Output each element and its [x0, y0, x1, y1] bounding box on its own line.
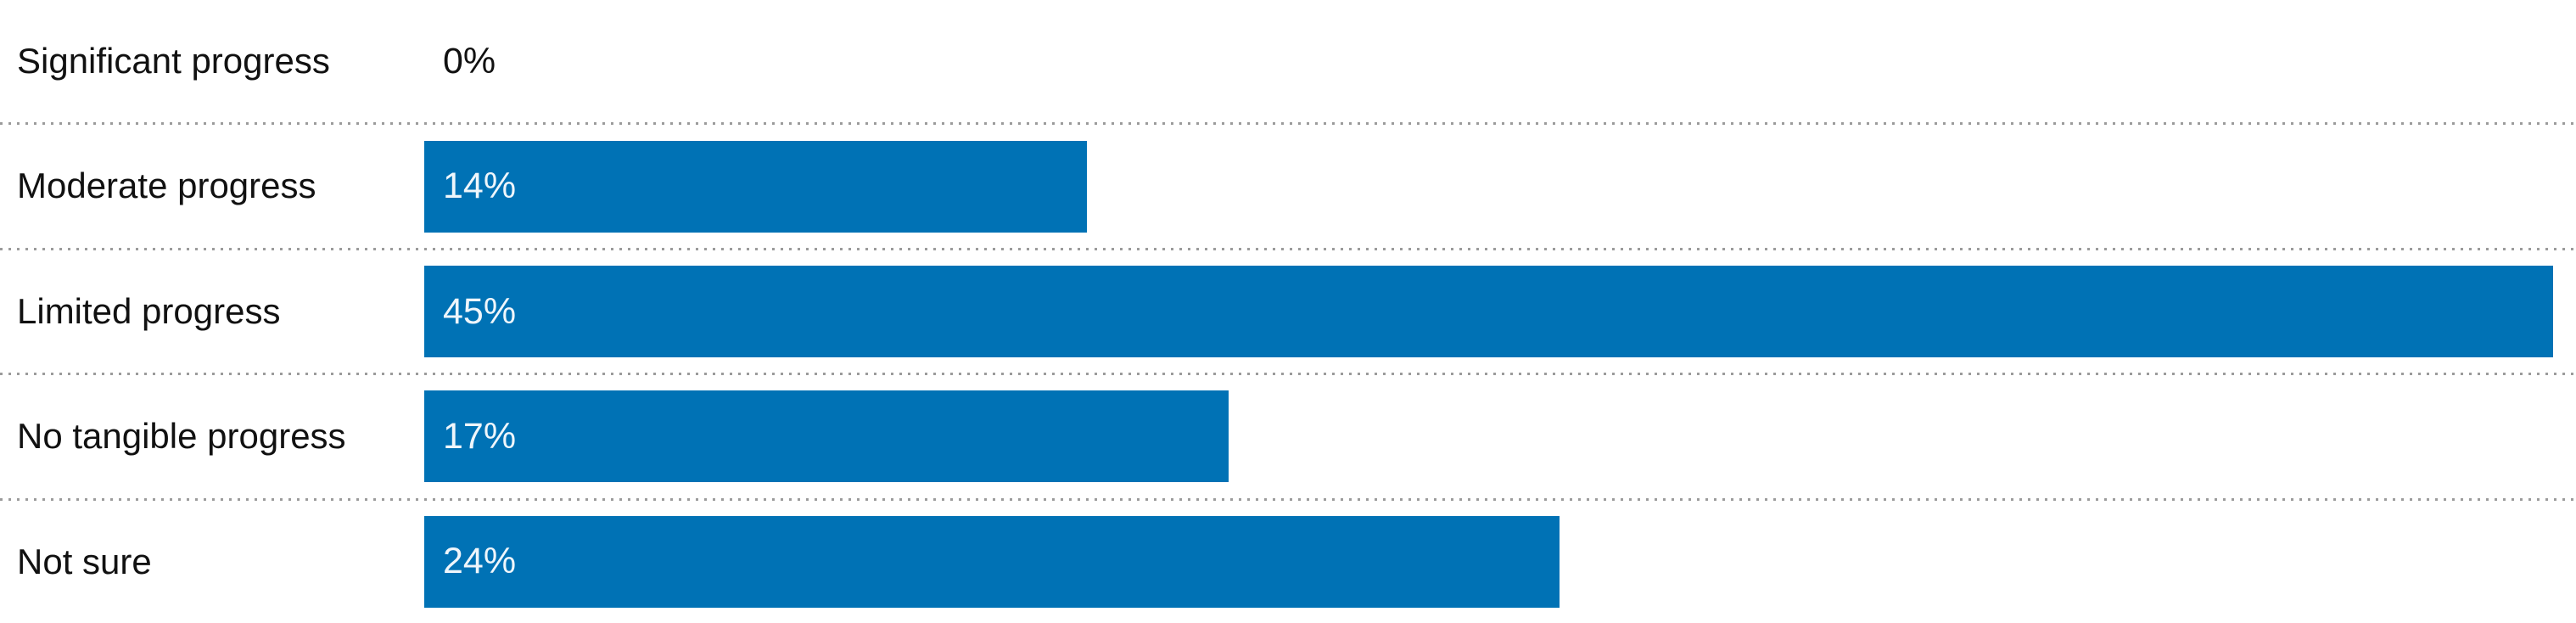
row-divider	[0, 497, 2576, 501]
chart-row-significant-progress: Significant progress 0%	[0, 0, 2576, 122]
bar-not-sure: 24%	[424, 515, 1560, 608]
bar-track: 14%	[424, 140, 2553, 233]
value-label: 0%	[443, 40, 496, 81]
row-divider	[0, 247, 2576, 250]
value-label: 24%	[443, 541, 517, 582]
value-label: 45%	[443, 290, 517, 332]
chart-row-moderate-progress: Moderate progress 14%	[0, 125, 2576, 247]
category-label: Significant progress	[17, 41, 330, 81]
bar-limited-progress: 45%	[424, 266, 2553, 358]
category-label: No tangible progress	[17, 416, 346, 457]
chart-row-limited-progress: Limited progress 45%	[0, 250, 2576, 373]
bar-track: 0%	[424, 15, 2553, 107]
row-divider	[0, 122, 2576, 126]
category-label: Not sure	[17, 541, 152, 581]
value-label: 17%	[443, 415, 517, 457]
chart-row-no-tangible-progress: No tangible progress 17%	[0, 375, 2576, 497]
chart-row-not-sure: Not sure 24%	[0, 501, 2576, 623]
bar-track: 17%	[424, 390, 2553, 483]
bar-moderate-progress: 14%	[424, 140, 1087, 233]
category-label: Moderate progress	[17, 166, 316, 206]
bar-track: 45%	[424, 266, 2553, 358]
row-divider	[0, 373, 2576, 376]
bar-track: 24%	[424, 515, 2553, 608]
bar-no-tangible-progress: 17%	[424, 390, 1229, 483]
value-label: 14%	[443, 166, 517, 207]
category-label: Limited progress	[17, 290, 281, 331]
